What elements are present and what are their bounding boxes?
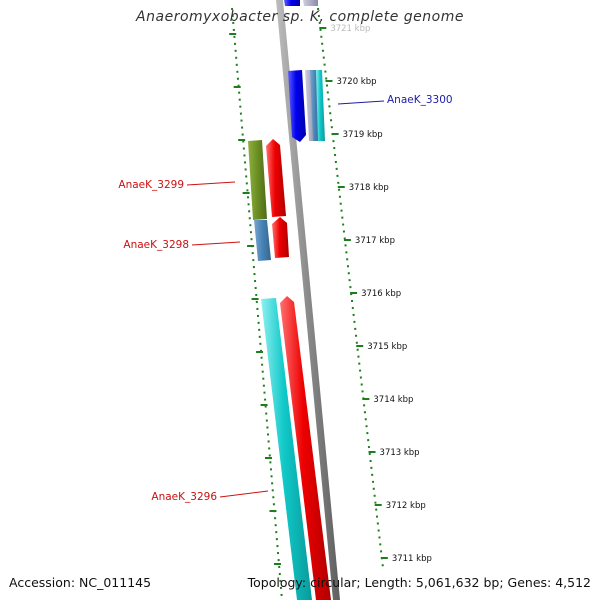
gene-label-AnaeK_3296[interactable]: AnaeK_3296: [151, 491, 217, 503]
gene-label-AnaeK_3299[interactable]: AnaeK_3299: [118, 179, 184, 191]
topology-text: Topology: circular; Length: 5,061,632 bp…: [247, 575, 591, 590]
kbp-label: 3718 kbp: [349, 183, 389, 193]
kbp-label: 3720 kbp: [336, 77, 376, 87]
kbp-label: 3714 kbp: [373, 395, 413, 405]
gene-AnaeK_3298-red: [272, 217, 289, 258]
kbp-label: 3716 kbp: [361, 289, 401, 299]
kbp-labels: 3721 kbp 3720 kbp 3719 kbp 3718 kbp 3717 kbp…: [330, 24, 432, 564]
kbp-label: 3721 kbp: [330, 24, 370, 34]
gene-top-gray: [303, 0, 318, 6]
gene-label-AnaeK_3298[interactable]: AnaeK_3298: [123, 239, 189, 251]
gene-AnaeK_3296-red: [280, 296, 331, 600]
label-line-AnaeK_3296: [219, 490, 269, 498]
kbp-label: 3715 kbp: [367, 342, 407, 352]
kbp-label: 3711 kbp: [392, 554, 432, 564]
gene-AnaeK_3298-steel: [254, 220, 271, 261]
label-line-AnaeK_3298: [191, 241, 241, 246]
gene-AnaeK_3299-red: [266, 139, 286, 217]
gene-AnaeK_3300-cyan: [316, 70, 325, 141]
kbp-label: 3713 kbp: [380, 448, 420, 458]
gene-label-AnaeK_3300[interactable]: AnaeK_3300: [387, 94, 453, 106]
genome-backbone: [276, 0, 340, 600]
kbp-label: 3717 kbp: [355, 236, 395, 246]
right-ticks: [319, 27, 388, 559]
label-line-AnaeK_3299: [186, 181, 236, 186]
right-dotted-rule: [317, 7, 384, 569]
label-line-AnaeK_3300: [337, 100, 385, 105]
left-ticks: [229, 33, 281, 565]
kbp-label: 3712 kbp: [386, 501, 426, 511]
accession-text: Accession: NC_011145: [9, 575, 152, 590]
left-dotted-rule: [231, 7, 283, 601]
gene-AnaeK_3299-olive: [248, 140, 267, 220]
gene-top-blue: [284, 0, 300, 6]
gene-AnaeK_3300-blue: [288, 70, 306, 142]
gene-AnaeK_3296-cyan: [261, 298, 312, 600]
map-title: Anaeromyxobacter sp. K, complete genome: [136, 9, 464, 25]
kbp-label: 3719 kbp: [343, 130, 383, 140]
